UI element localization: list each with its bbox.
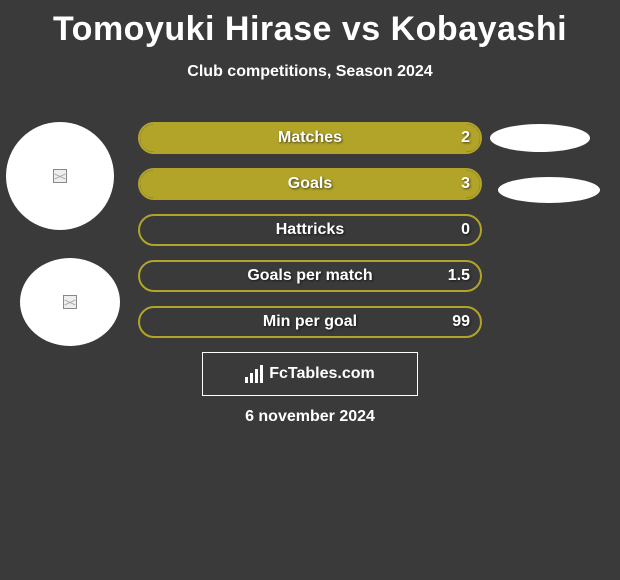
page-title: Tomoyuki Hirase vs Kobayashi (0, 0, 620, 49)
page-subtitle: Club competitions, Season 2024 (0, 63, 620, 81)
stat-label: Goals per match (140, 267, 480, 285)
stat-row: Goals3 (138, 168, 482, 200)
player2-avatar (20, 258, 120, 346)
stat-row: Min per goal99 (138, 306, 482, 338)
stat-label: Min per goal (140, 313, 480, 331)
footer-brand-text: FcTables.com (269, 365, 375, 383)
stat-row: Hattricks0 (138, 214, 482, 246)
stat-row: Goals per match1.5 (138, 260, 482, 292)
player1-avatar (6, 122, 114, 230)
decorative-ellipse (490, 124, 590, 152)
footer-date: 6 november 2024 (0, 408, 620, 426)
stat-row: Matches2 (138, 122, 482, 154)
stat-label: Matches (140, 129, 480, 147)
stat-value: 0 (461, 221, 470, 239)
footer-brand-box: FcTables.com (202, 352, 418, 396)
image-placeholder-icon (63, 295, 77, 309)
decorative-ellipse (498, 177, 600, 203)
stat-value: 1.5 (448, 267, 470, 285)
chart-bars-icon (245, 365, 263, 383)
stat-label: Goals (140, 175, 480, 193)
stat-value: 99 (452, 313, 470, 331)
stat-label: Hattricks (140, 221, 480, 239)
image-placeholder-icon (53, 169, 67, 183)
stats-container: Matches2 Goals3 Hattricks0 Goals per match1… (138, 122, 482, 352)
stat-value: 2 (461, 129, 470, 147)
stat-value: 3 (461, 175, 470, 193)
